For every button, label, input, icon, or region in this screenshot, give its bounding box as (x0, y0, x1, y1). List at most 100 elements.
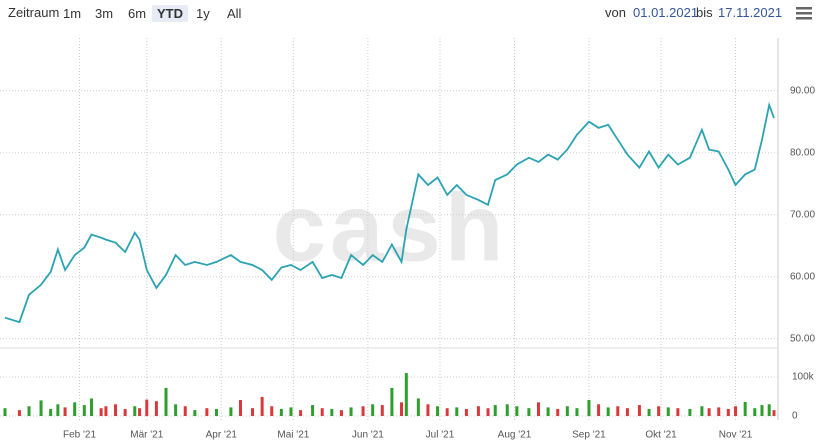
volume-bar (565, 406, 569, 416)
x-tick-label: Nov '21 (719, 430, 753, 441)
volume-bar (536, 402, 540, 416)
to-date[interactable]: 17.11.2021 (718, 5, 783, 20)
volume-bar (174, 404, 178, 416)
range-button[interactable]: 1m (63, 6, 82, 21)
volume-bar (436, 406, 440, 416)
volume-bar (27, 406, 31, 416)
volume-bar (270, 406, 274, 416)
volume-bar (616, 406, 620, 416)
range-button[interactable]: 1y (196, 6, 210, 21)
volume-bar (90, 398, 94, 416)
range-button[interactable]: YTD (152, 5, 188, 22)
volume-bar (154, 401, 158, 416)
y2-tick-label: 0 (792, 411, 798, 422)
volume-bar (753, 408, 757, 416)
volume-bar (380, 405, 384, 416)
volume-bar (486, 408, 490, 416)
volume-bar (464, 408, 468, 416)
volume-bar (657, 406, 661, 416)
volume-bar (214, 408, 218, 416)
volume-bar (666, 407, 670, 416)
volume-bar (527, 408, 531, 416)
range-button[interactable]: 6m (128, 6, 147, 21)
volume-bar (371, 404, 375, 416)
price-line (4, 101, 775, 324)
x-tick-label: Mai '21 (277, 430, 309, 441)
volume-bar (390, 387, 394, 416)
x-tick-label: Mär '21 (130, 430, 163, 441)
volume-bar (546, 407, 550, 416)
volume-bar (299, 410, 303, 416)
volume-bar (205, 408, 209, 416)
y-tick-label: 80.00 (790, 147, 815, 158)
volume-bar (688, 408, 692, 416)
label: bis (696, 5, 713, 20)
volume-bar (183, 406, 187, 416)
volume-bar (289, 407, 293, 416)
volume-bar (597, 404, 601, 416)
volume-bar (123, 408, 127, 416)
volume-bar (625, 408, 629, 416)
range-button[interactable]: All (227, 6, 242, 21)
volume-bar (279, 408, 283, 416)
volume-bar (734, 406, 738, 416)
x-tick-label: Feb '21 (63, 430, 96, 441)
x-tick-label: Apr '21 (206, 430, 238, 441)
volume-bar (320, 408, 324, 416)
volume-bar (505, 404, 509, 416)
menu-icon[interactable] (796, 6, 812, 23)
volume-bar (606, 407, 610, 416)
volume-bar (339, 410, 343, 416)
volume-bar (455, 407, 459, 416)
volume-bar (3, 408, 7, 416)
volume-bar (743, 401, 747, 416)
volume-bar (717, 407, 721, 416)
volume-bar (133, 406, 137, 416)
volume-bar (361, 406, 365, 416)
toolbar: Zeitraum 1m 3m 6m YTD 1y All von 01.01.2… (0, 0, 830, 26)
x-tick-label: Jul '21 (426, 430, 455, 441)
volume-bar (56, 404, 60, 416)
label: Zeitraum (8, 5, 60, 20)
volume-bar (330, 408, 334, 416)
from-date[interactable]: 01.01.2021 (633, 5, 699, 20)
volume-bar (49, 408, 53, 416)
volume-bar (493, 405, 497, 416)
label: von (605, 5, 626, 20)
volume-bar (587, 400, 591, 416)
volume-bar (404, 373, 408, 416)
y-tick-label: 50.00 (790, 333, 815, 344)
volume-bar (17, 410, 21, 416)
volume-bar (400, 402, 404, 416)
range-button[interactable]: 3m (95, 6, 114, 21)
volume-bar (349, 407, 353, 416)
volume-bar (138, 408, 142, 416)
volume-bar (251, 408, 255, 416)
y2-tick-label: 100k (792, 372, 815, 383)
volume-bar (239, 400, 243, 416)
volume-bar (82, 405, 86, 416)
volume-bar (99, 408, 103, 416)
y-tick-label: 90.00 (790, 85, 815, 96)
volume-bar (707, 408, 711, 416)
volume-bar (476, 406, 480, 416)
volume-bar (39, 400, 43, 416)
x-tick-label: Aug '21 (498, 430, 532, 441)
volume-bar (767, 404, 771, 416)
y-tick-label: 60.00 (790, 271, 815, 282)
volume-bar (426, 404, 430, 416)
menu-glyph (796, 7, 812, 20)
volume-bar (445, 408, 449, 416)
y-tick-label: 70.00 (790, 209, 815, 220)
volume-bar (114, 404, 118, 416)
volume-bar (145, 399, 149, 416)
volume-bar (676, 408, 680, 416)
x-tick-label: Jun '21 (352, 430, 384, 441)
volume-bar (575, 408, 579, 416)
volume-bar (726, 408, 730, 416)
volume-bar (63, 407, 67, 416)
volume-bar (556, 408, 560, 416)
volume-bar (73, 402, 77, 416)
volume-bar (515, 406, 519, 416)
